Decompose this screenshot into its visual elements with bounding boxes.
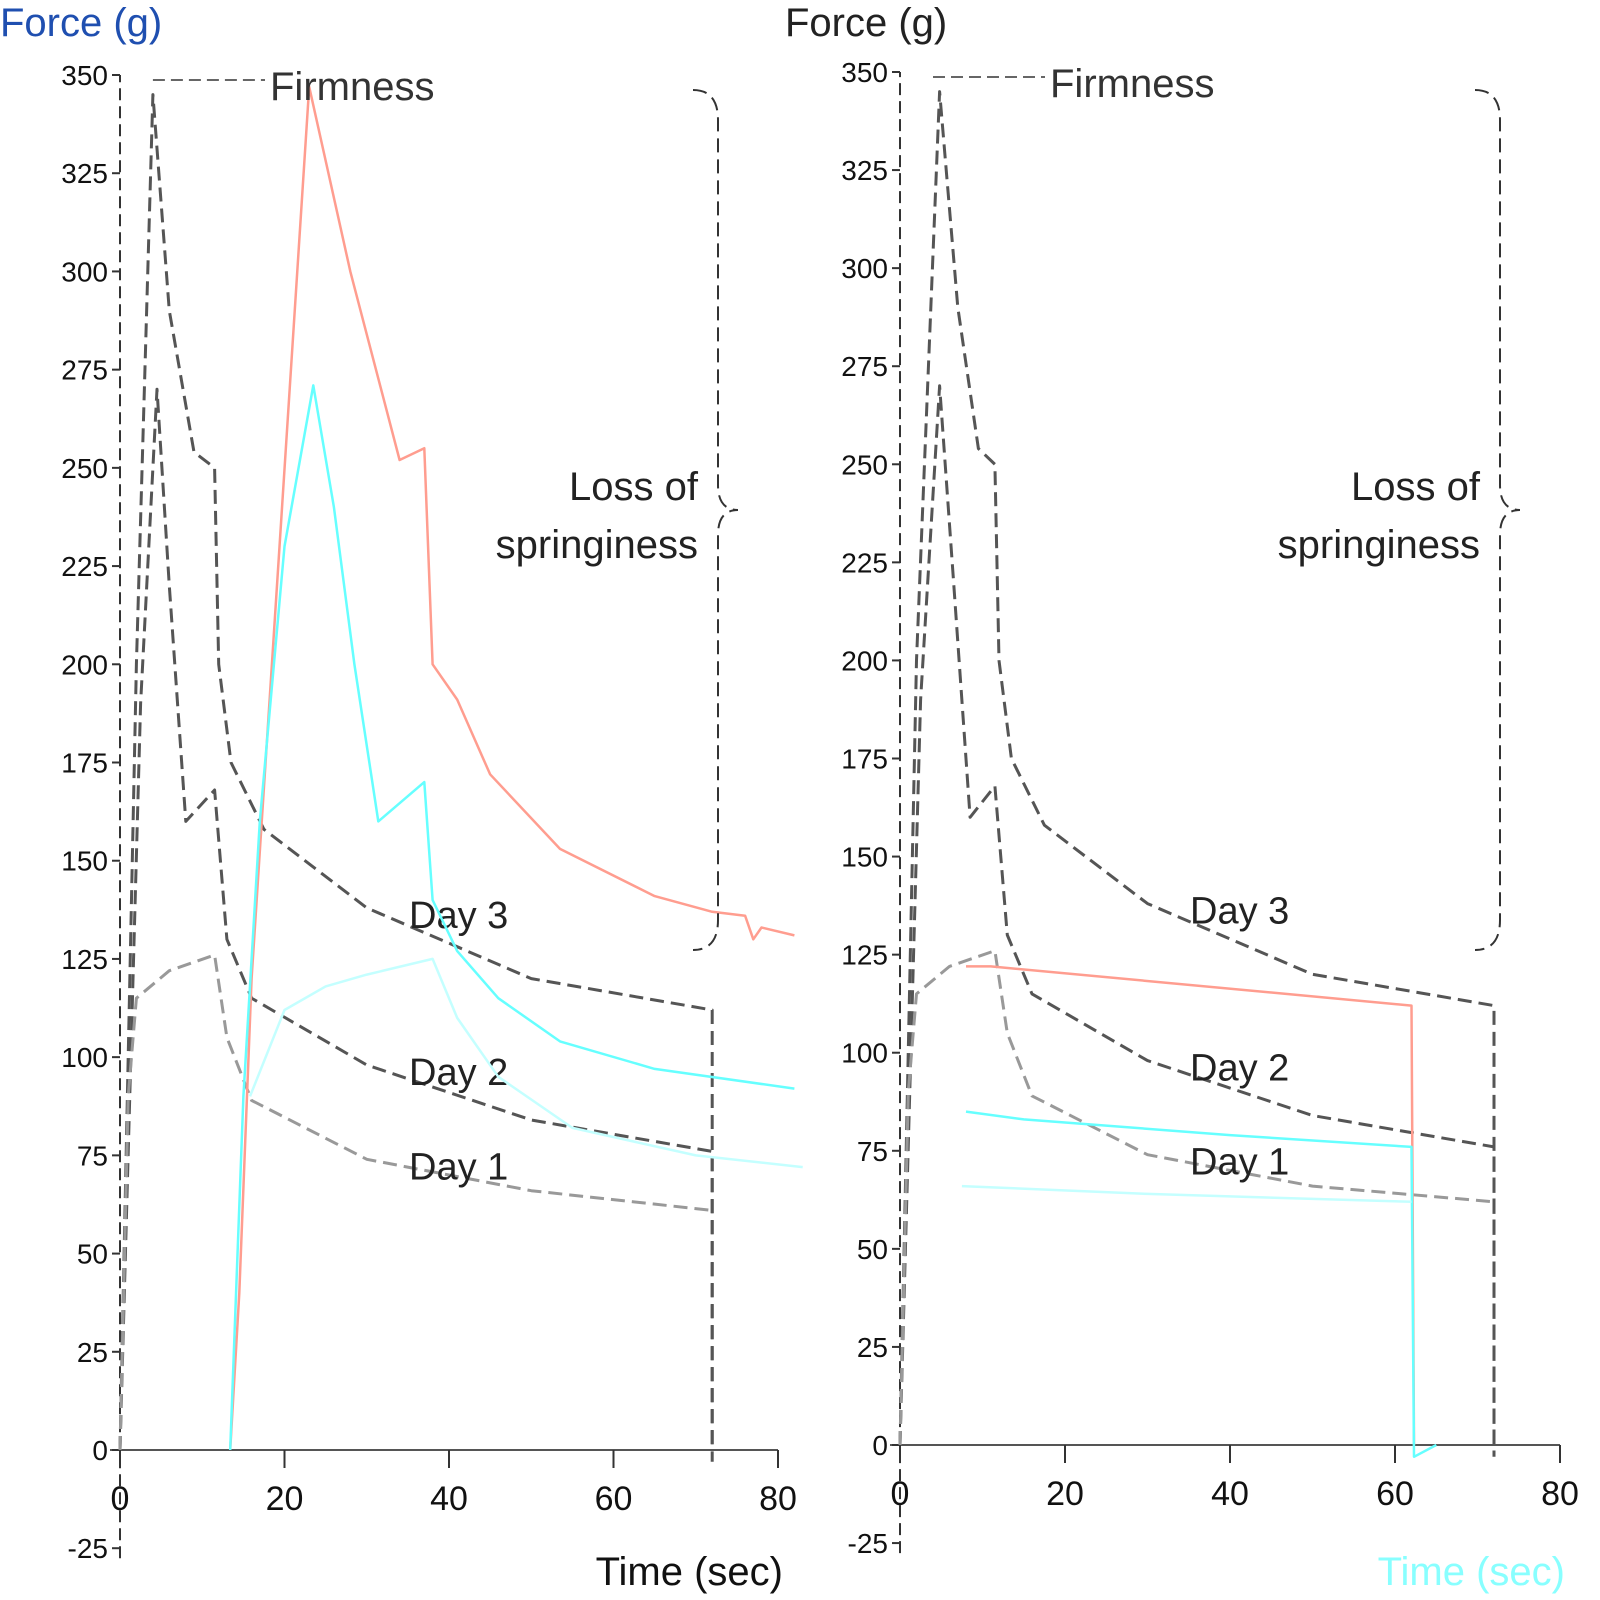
y-tick-label: 150 xyxy=(61,846,108,877)
x-tick-label: 60 xyxy=(595,1480,633,1518)
y-tick-label: 75 xyxy=(857,1136,888,1167)
x-tick-label: 0 xyxy=(891,1475,910,1513)
x-tick-label: 80 xyxy=(1541,1475,1579,1513)
y-tick-label: 325 xyxy=(841,155,888,186)
annotation-springiness: springiness xyxy=(496,523,698,567)
x-tick-label: 80 xyxy=(759,1480,797,1518)
series-line-curve-4 xyxy=(228,85,795,1451)
series-line-curve-6 xyxy=(248,957,803,1169)
series-label: Day 3 xyxy=(1190,891,1289,933)
y-tick-label: 300 xyxy=(61,256,108,287)
x-tick-label: 0 xyxy=(111,1480,130,1518)
series-line-day-2 xyxy=(898,384,1496,1457)
y-tick-label: 100 xyxy=(841,1038,888,1069)
x-tick-label: 40 xyxy=(430,1480,468,1518)
y-tick-label: 225 xyxy=(841,547,888,578)
annotation-firmness: Firmness xyxy=(1050,62,1214,106)
y-tick-label: 25 xyxy=(77,1337,108,1368)
y-tick-label: 350 xyxy=(841,57,888,88)
series-label: Day 1 xyxy=(409,1146,508,1188)
series-line-day-3 xyxy=(898,90,1496,1446)
springiness-brace xyxy=(692,89,739,951)
y-tick-label: 250 xyxy=(61,453,108,484)
y-tick-label: 0 xyxy=(872,1430,888,1461)
y-tick-label: 75 xyxy=(77,1140,108,1171)
annotation-springiness: Loss of xyxy=(569,465,699,509)
y-tick-label: 225 xyxy=(61,551,108,582)
y-tick-label: 0 xyxy=(92,1435,108,1466)
y-tick-label: 250 xyxy=(841,449,888,480)
annotation-springiness: Loss of xyxy=(1351,465,1481,509)
y-tick-label: 325 xyxy=(61,158,108,189)
springiness-brace xyxy=(1474,89,1521,951)
series-label: Day 2 xyxy=(1190,1048,1289,1090)
x-tick-label: 40 xyxy=(1211,1475,1249,1513)
series-label: Day 3 xyxy=(409,895,508,937)
x-tick-label: 20 xyxy=(1046,1475,1084,1513)
y-tick-label: 125 xyxy=(61,944,108,975)
series-line-day-2 xyxy=(118,387,714,1462)
y-tick-label: 300 xyxy=(841,253,888,284)
series-line-day-3 xyxy=(118,93,714,1451)
x-axis-label: Time (sec) xyxy=(1378,1550,1565,1594)
y-axis-label: Force (g) xyxy=(785,1,947,45)
annotation-firmness: Firmness xyxy=(270,65,434,109)
series-line-curve-5 xyxy=(965,1110,1437,1459)
chart-panel-1: -250255075100125150175200225250275300325… xyxy=(0,1,803,1594)
x-tick-label: 20 xyxy=(266,1480,304,1518)
series-line-curve-5 xyxy=(228,384,795,1451)
y-tick-label: 150 xyxy=(841,842,888,873)
y-tick-label: -25 xyxy=(68,1533,108,1564)
series-line-day-1 xyxy=(898,949,1495,1446)
series-line-curve-6 xyxy=(961,1184,1412,1204)
y-tick-label: 275 xyxy=(61,355,108,386)
y-tick-label: 275 xyxy=(841,351,888,382)
series-label: Day 1 xyxy=(1190,1142,1289,1184)
chart-panel-2: -250255075100125150175200225250275300325… xyxy=(785,1,1579,1594)
y-tick-label: 125 xyxy=(841,940,888,971)
y-tick-label: 50 xyxy=(77,1239,108,1270)
y-tick-label: -25 xyxy=(848,1528,888,1559)
x-axis-label: Time (sec) xyxy=(596,1550,783,1594)
y-tick-label: 200 xyxy=(841,645,888,676)
series-line-day-1 xyxy=(118,953,713,1451)
series-label: Day 2 xyxy=(409,1052,508,1094)
y-tick-label: 50 xyxy=(857,1234,888,1265)
y-axis-label: Force (g) xyxy=(0,1,162,45)
y-tick-label: 100 xyxy=(61,1042,108,1073)
y-tick-label: 200 xyxy=(61,649,108,680)
series-line-curve-4 xyxy=(966,965,1416,1446)
y-tick-label: 350 xyxy=(61,60,108,91)
y-tick-label: 25 xyxy=(857,1332,888,1363)
annotation-springiness: springiness xyxy=(1278,523,1480,567)
x-tick-label: 60 xyxy=(1376,1475,1414,1513)
y-tick-label: 175 xyxy=(61,748,108,779)
y-tick-label: 175 xyxy=(841,744,888,775)
